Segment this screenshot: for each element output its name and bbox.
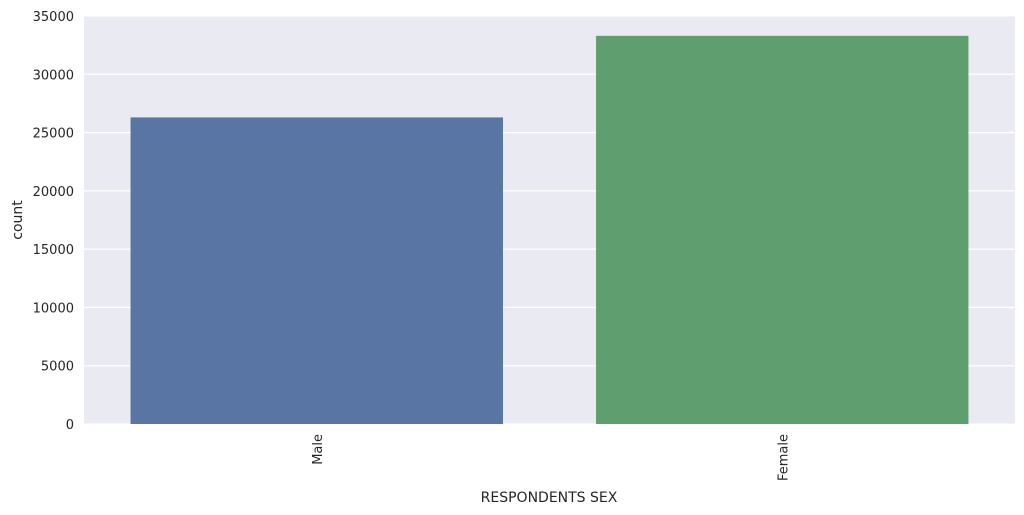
x-tick-label-male: Male (311, 434, 326, 465)
y-tick-label: 15000 (33, 243, 74, 258)
y-tick-label: 0 (66, 418, 74, 433)
y-tick-label: 30000 (33, 68, 74, 83)
x-tick-label-female: Female (776, 434, 791, 481)
y-tick-label: 25000 (33, 127, 74, 142)
y-tick-label: 35000 (33, 10, 74, 25)
y-tick-labels: 0 5000 10000 15000 20000 25000 30000 35000 (33, 10, 74, 433)
y-tick-label: 20000 (33, 185, 74, 200)
bar-male (130, 117, 503, 424)
y-tick-label: 5000 (41, 360, 74, 375)
y-axis-label: count (10, 200, 26, 240)
bar-female (596, 35, 969, 425)
bars (130, 35, 969, 425)
y-tick-label: 10000 (33, 301, 74, 316)
x-tick-labels: Male Female (311, 434, 792, 481)
x-axis-label: RESPONDENTS SEX (481, 490, 618, 506)
